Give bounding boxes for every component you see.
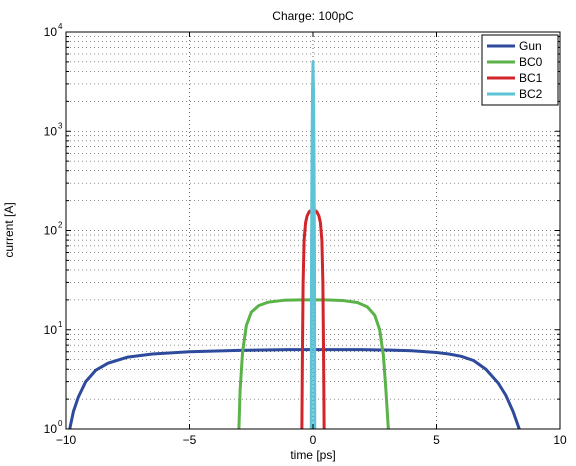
y-tick-label-exponent: 3 (58, 121, 63, 130)
x-tick-label: −10 (56, 433, 77, 447)
x-tick-labels: −10 −5 0 5 10 (56, 433, 567, 447)
x-tick-label: 0 (310, 433, 317, 447)
y-axis-label: current [A] (2, 202, 16, 257)
chart-title: Charge: 100pC (272, 9, 354, 23)
x-tick-label: −5 (183, 433, 197, 447)
x-tick-label: 10 (553, 433, 567, 447)
y-tick-label: 10 (44, 323, 58, 337)
legend-label-bc0: BC0 (519, 55, 543, 69)
axis-ticks (65, 31, 561, 430)
y-tick-label: 10 (44, 25, 58, 39)
y-tick-label-exponent: 1 (58, 320, 63, 329)
legend-label-bc1: BC1 (519, 71, 543, 85)
y-tick-label: 10 (44, 124, 58, 138)
y-tick-label: 10 (44, 224, 58, 238)
legend-label-bc2: BC2 (519, 87, 543, 101)
legend-label-gun: Gun (519, 39, 542, 53)
series-line-bc0 (237, 298, 390, 429)
y-tick-label: 10 (44, 422, 58, 436)
y-tick-label-exponent: 2 (58, 221, 63, 230)
series-lines (68, 60, 521, 429)
y-tick-label-exponent: 4 (58, 22, 63, 31)
x-axis-label: time [ps] (290, 448, 335, 462)
series-line-bc2 (309, 60, 317, 429)
y-tick-label-exponent: 0 (58, 419, 63, 428)
x-tick-label: 5 (433, 433, 440, 447)
legend: Gun BC0 BC1 BC2 (481, 34, 559, 106)
series-line-gun (68, 348, 521, 429)
